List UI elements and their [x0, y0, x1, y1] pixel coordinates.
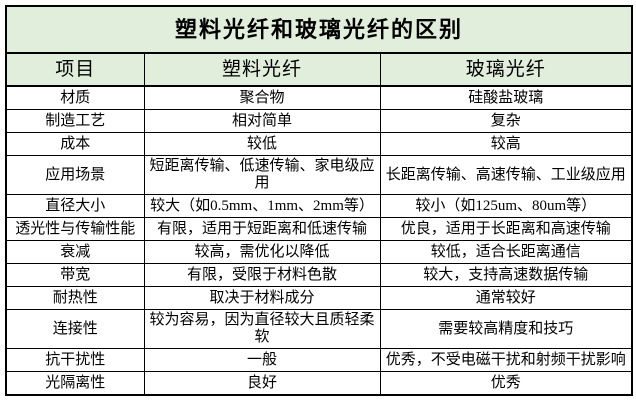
- table-row: 材质 聚合物 硅酸盐玻璃: [5, 85, 633, 110]
- table-row: 直径大小 较大（如0.5mm、1mm、2mm等） 较小（如125um、80um等）: [5, 194, 633, 218]
- comparison-table-container: 塑料光纤和玻璃光纤的区别 项目 塑料光纤 玻璃光纤 材质 聚合物 硅酸盐玻璃 制造工艺…: [5, 5, 634, 396]
- row-label-cell: 带宽: [5, 263, 145, 287]
- table-row: 透光性与传输性能 有限，适用于短距离和低速传输 优良，适用于长距离和高速传输: [5, 217, 633, 241]
- row-label-cell: 连接性: [5, 309, 145, 349]
- row-label-cell: 直径大小: [5, 194, 145, 218]
- glass-fiber-cell: 较低，适合长距离通信: [379, 240, 633, 264]
- glass-fiber-cell: 复杂: [379, 109, 633, 133]
- glass-fiber-cell: 优秀: [379, 371, 633, 396]
- glass-fiber-cell: 较大，支持高速数据传输: [379, 263, 633, 287]
- plastic-fiber-cell: 聚合物: [143, 85, 381, 110]
- row-label-cell: 材质: [5, 85, 145, 110]
- row-label-cell: 应用场景: [5, 155, 145, 195]
- table-title: 塑料光纤和玻璃光纤的区别: [5, 5, 633, 54]
- plastic-fiber-cell: 较为容易，因为直径较大且质轻柔软: [143, 309, 381, 349]
- plastic-fiber-cell: 短距离传输、低速传输、家电级应用: [143, 155, 381, 195]
- plastic-fiber-cell: 有限，适用于短距离和低速传输: [143, 217, 381, 241]
- plastic-fiber-cell: 较大（如0.5mm、1mm、2mm等）: [143, 194, 381, 218]
- glass-fiber-cell: 长距离传输、高速传输、工业级应用: [379, 155, 633, 195]
- table-row: 成本 较低 较高: [5, 132, 633, 156]
- table-row: 应用场景 短距离传输、低速传输、家电级应用 长距离传输、高速传输、工业级应用: [5, 155, 633, 195]
- plastic-fiber-cell: 良好: [143, 371, 381, 396]
- row-label-cell: 抗干扰性: [5, 348, 145, 372]
- glass-fiber-cell: 需要较高精度和技巧: [379, 309, 633, 349]
- column-header-glass-fiber: 玻璃光纤: [379, 52, 633, 87]
- table-body: 材质 聚合物 硅酸盐玻璃 制造工艺 相对简单 复杂 成本 较低 较高 应用场景 短距离传输、低速传输…: [5, 85, 633, 396]
- plastic-fiber-cell: 较低: [143, 132, 381, 156]
- plastic-fiber-cell: 较高，需优化以降低: [143, 240, 381, 264]
- table-title-row: 塑料光纤和玻璃光纤的区别: [5, 5, 633, 54]
- row-label-cell: 成本: [5, 132, 145, 156]
- comparison-table: 塑料光纤和玻璃光纤的区别 项目 塑料光纤 玻璃光纤 材质 聚合物 硅酸盐玻璃 制造工艺…: [5, 5, 634, 396]
- plastic-fiber-cell: 一般: [143, 348, 381, 372]
- table-row: 带宽 有限，受限于材料色散 较大，支持高速数据传输: [5, 263, 633, 287]
- glass-fiber-cell: 通常较好: [379, 286, 633, 310]
- table-row: 光隔离性 良好 优秀: [5, 371, 633, 396]
- row-label-cell: 耐热性: [5, 286, 145, 310]
- plastic-fiber-cell: 相对简单: [143, 109, 381, 133]
- column-header-plastic-fiber: 塑料光纤: [143, 52, 381, 87]
- glass-fiber-cell: 较小（如125um、80um等）: [379, 194, 633, 218]
- glass-fiber-cell: 硅酸盐玻璃: [379, 85, 633, 110]
- row-label-cell: 透光性与传输性能: [5, 217, 145, 241]
- table-row: 衰减 较高，需优化以降低 较低，适合长距离通信: [5, 240, 633, 264]
- glass-fiber-cell: 较高: [379, 132, 633, 156]
- table-header-row: 项目 塑料光纤 玻璃光纤: [5, 52, 633, 87]
- table-row: 制造工艺 相对简单 复杂: [5, 109, 633, 133]
- glass-fiber-cell: 优秀，不受电磁干扰和射频干扰影响: [379, 348, 633, 372]
- column-header-item: 项目: [5, 52, 145, 87]
- table-row: 抗干扰性 一般 优秀，不受电磁干扰和射频干扰影响: [5, 348, 633, 372]
- plastic-fiber-cell: 有限，受限于材料色散: [143, 263, 381, 287]
- row-label-cell: 制造工艺: [5, 109, 145, 133]
- table-row: 连接性 较为容易，因为直径较大且质轻柔软 需要较高精度和技巧: [5, 309, 633, 349]
- table-row: 耐热性 取决于材料成分 通常较好: [5, 286, 633, 310]
- row-label-cell: 衰减: [5, 240, 145, 264]
- plastic-fiber-cell: 取决于材料成分: [143, 286, 381, 310]
- row-label-cell: 光隔离性: [5, 371, 145, 396]
- glass-fiber-cell: 优良，适用于长距离和高速传输: [379, 217, 633, 241]
